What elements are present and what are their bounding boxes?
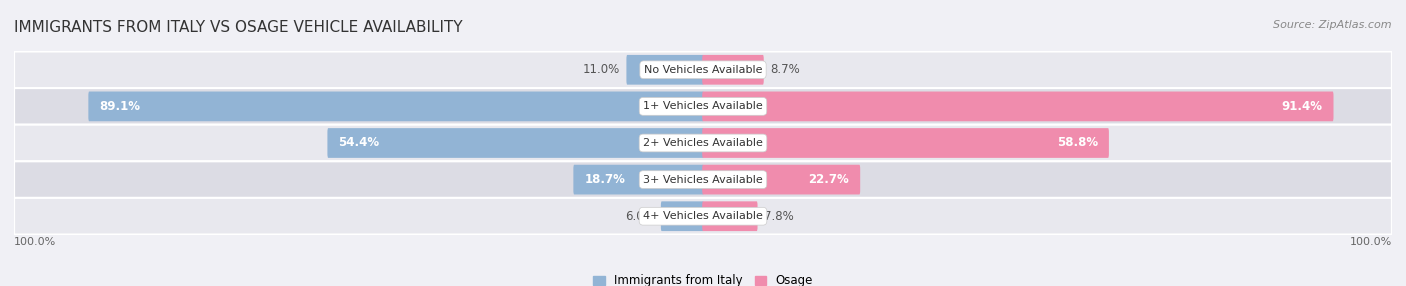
FancyBboxPatch shape xyxy=(702,55,763,85)
Text: 89.1%: 89.1% xyxy=(100,100,141,113)
Text: 1+ Vehicles Available: 1+ Vehicles Available xyxy=(643,102,763,111)
Text: 2+ Vehicles Available: 2+ Vehicles Available xyxy=(643,138,763,148)
FancyBboxPatch shape xyxy=(14,88,1392,125)
Legend: Immigrants from Italy, Osage: Immigrants from Italy, Osage xyxy=(593,274,813,286)
Text: 18.7%: 18.7% xyxy=(585,173,626,186)
Text: 11.0%: 11.0% xyxy=(583,63,620,76)
Text: 8.7%: 8.7% xyxy=(770,63,800,76)
Text: 100.0%: 100.0% xyxy=(1350,237,1392,247)
Text: 22.7%: 22.7% xyxy=(808,173,849,186)
Text: 100.0%: 100.0% xyxy=(14,237,56,247)
Text: Source: ZipAtlas.com: Source: ZipAtlas.com xyxy=(1274,20,1392,30)
Text: IMMIGRANTS FROM ITALY VS OSAGE VEHICLE AVAILABILITY: IMMIGRANTS FROM ITALY VS OSAGE VEHICLE A… xyxy=(14,20,463,35)
FancyBboxPatch shape xyxy=(14,161,1392,198)
FancyBboxPatch shape xyxy=(14,51,1392,88)
FancyBboxPatch shape xyxy=(14,125,1392,161)
FancyBboxPatch shape xyxy=(661,201,704,231)
FancyBboxPatch shape xyxy=(702,128,1109,158)
FancyBboxPatch shape xyxy=(702,201,758,231)
FancyBboxPatch shape xyxy=(89,92,704,121)
Text: 6.0%: 6.0% xyxy=(626,210,655,223)
FancyBboxPatch shape xyxy=(14,198,1392,235)
Text: 7.8%: 7.8% xyxy=(763,210,793,223)
Text: 3+ Vehicles Available: 3+ Vehicles Available xyxy=(643,175,763,184)
FancyBboxPatch shape xyxy=(574,165,704,194)
Text: 4+ Vehicles Available: 4+ Vehicles Available xyxy=(643,211,763,221)
Text: No Vehicles Available: No Vehicles Available xyxy=(644,65,762,75)
FancyBboxPatch shape xyxy=(328,128,704,158)
FancyBboxPatch shape xyxy=(702,165,860,194)
Text: 58.8%: 58.8% xyxy=(1057,136,1098,150)
Text: 54.4%: 54.4% xyxy=(339,136,380,150)
Text: 91.4%: 91.4% xyxy=(1281,100,1323,113)
FancyBboxPatch shape xyxy=(702,92,1333,121)
FancyBboxPatch shape xyxy=(627,55,704,85)
